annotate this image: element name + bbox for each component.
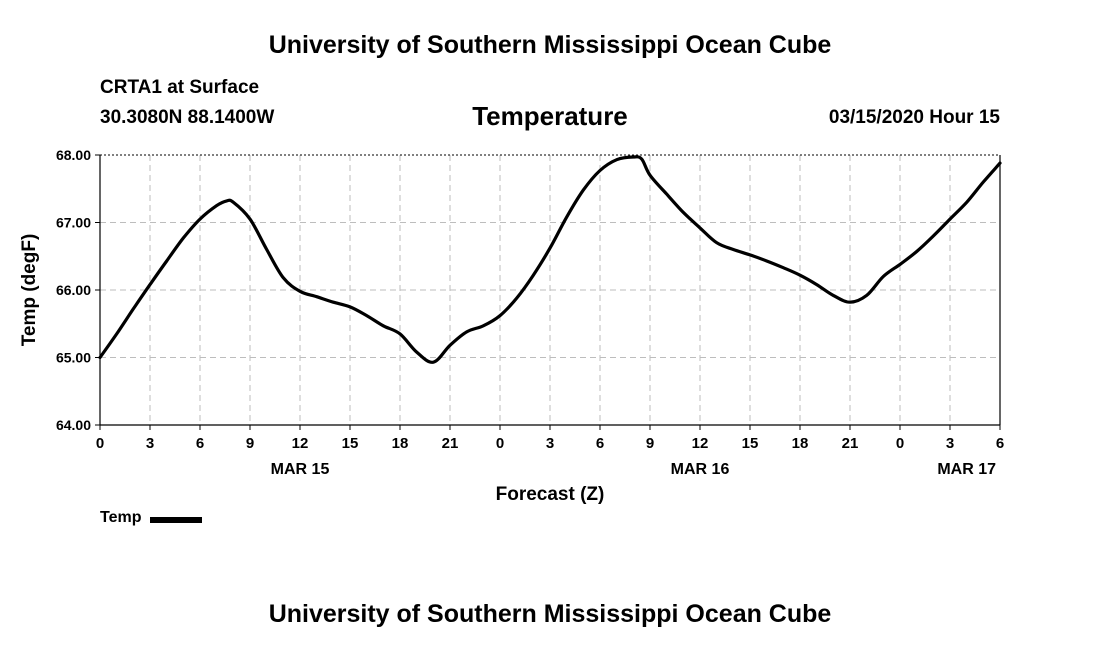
x-tick-label: 12 bbox=[692, 435, 709, 452]
y-tick-label: 67.00 bbox=[56, 215, 91, 231]
grid-lines bbox=[100, 155, 1000, 425]
legend-label: Temp bbox=[100, 509, 142, 526]
y-tick-label: 65.00 bbox=[56, 350, 91, 366]
x-tick-label: 0 bbox=[896, 435, 904, 452]
station-name: CRTA1 at Surface bbox=[100, 77, 260, 98]
forecast-datetime: 03/15/2020 Hour 15 bbox=[828, 107, 1000, 128]
x-axis-label: Forecast (Z) bbox=[496, 484, 605, 505]
x-tick-label: 3 bbox=[946, 435, 954, 452]
x-tick-label: 18 bbox=[792, 435, 809, 452]
x-tick-label: 15 bbox=[742, 435, 759, 452]
series-line-temp bbox=[98, 155, 1002, 364]
legend-swatch bbox=[150, 516, 203, 523]
x-tick-label: 15 bbox=[342, 435, 359, 452]
footer-title: University of Southern Mississippi Ocean… bbox=[268, 600, 832, 628]
x-tick-label: 6 bbox=[596, 435, 604, 452]
temperature-chart: 0 3 6 9 12 15 18 21 0 3 6 9 12 15 18 21 0 3 6 64.00 65.00 66.… bbox=[19, 147, 1004, 505]
x-tick-label: 9 bbox=[246, 435, 254, 452]
x-tick-label: 18 bbox=[392, 435, 409, 452]
x-tick-label: 21 bbox=[442, 435, 459, 452]
tick-labels: 0 3 6 9 12 15 18 21 0 3 6 9 12 15 18 21 0 3 6 64.00 65.00 66.… bbox=[56, 147, 1004, 478]
x-tick-label: 0 bbox=[496, 435, 504, 452]
station-coordinates: 30.3080N 88.1400W bbox=[100, 107, 275, 128]
main-title: University of Southern Mississippi Ocean… bbox=[268, 31, 832, 59]
y-tick-label: 64.00 bbox=[56, 417, 91, 433]
axes bbox=[95, 154, 1001, 430]
x-tick-label: 6 bbox=[196, 435, 204, 452]
x-tick-label: 21 bbox=[842, 435, 859, 452]
date-label: MAR 16 bbox=[671, 461, 730, 478]
x-tick-label: 6 bbox=[996, 435, 1004, 452]
x-tick-label: 3 bbox=[546, 435, 554, 452]
x-tick-label: 9 bbox=[646, 435, 654, 452]
y-axis-label: Temp (degF) bbox=[19, 234, 40, 347]
date-label: MAR 15 bbox=[271, 461, 330, 478]
y-tick-label: 68.00 bbox=[56, 147, 91, 163]
chart-title: Temperature bbox=[472, 101, 628, 131]
y-tick-label: 66.00 bbox=[56, 282, 91, 298]
date-label: MAR 17 bbox=[937, 461, 996, 478]
series-layer bbox=[98, 155, 1002, 364]
x-tick-label: 12 bbox=[292, 435, 309, 452]
legend: Temp bbox=[100, 509, 203, 527]
x-tick-label: 3 bbox=[146, 435, 154, 452]
x-tick-label: 0 bbox=[96, 435, 104, 452]
